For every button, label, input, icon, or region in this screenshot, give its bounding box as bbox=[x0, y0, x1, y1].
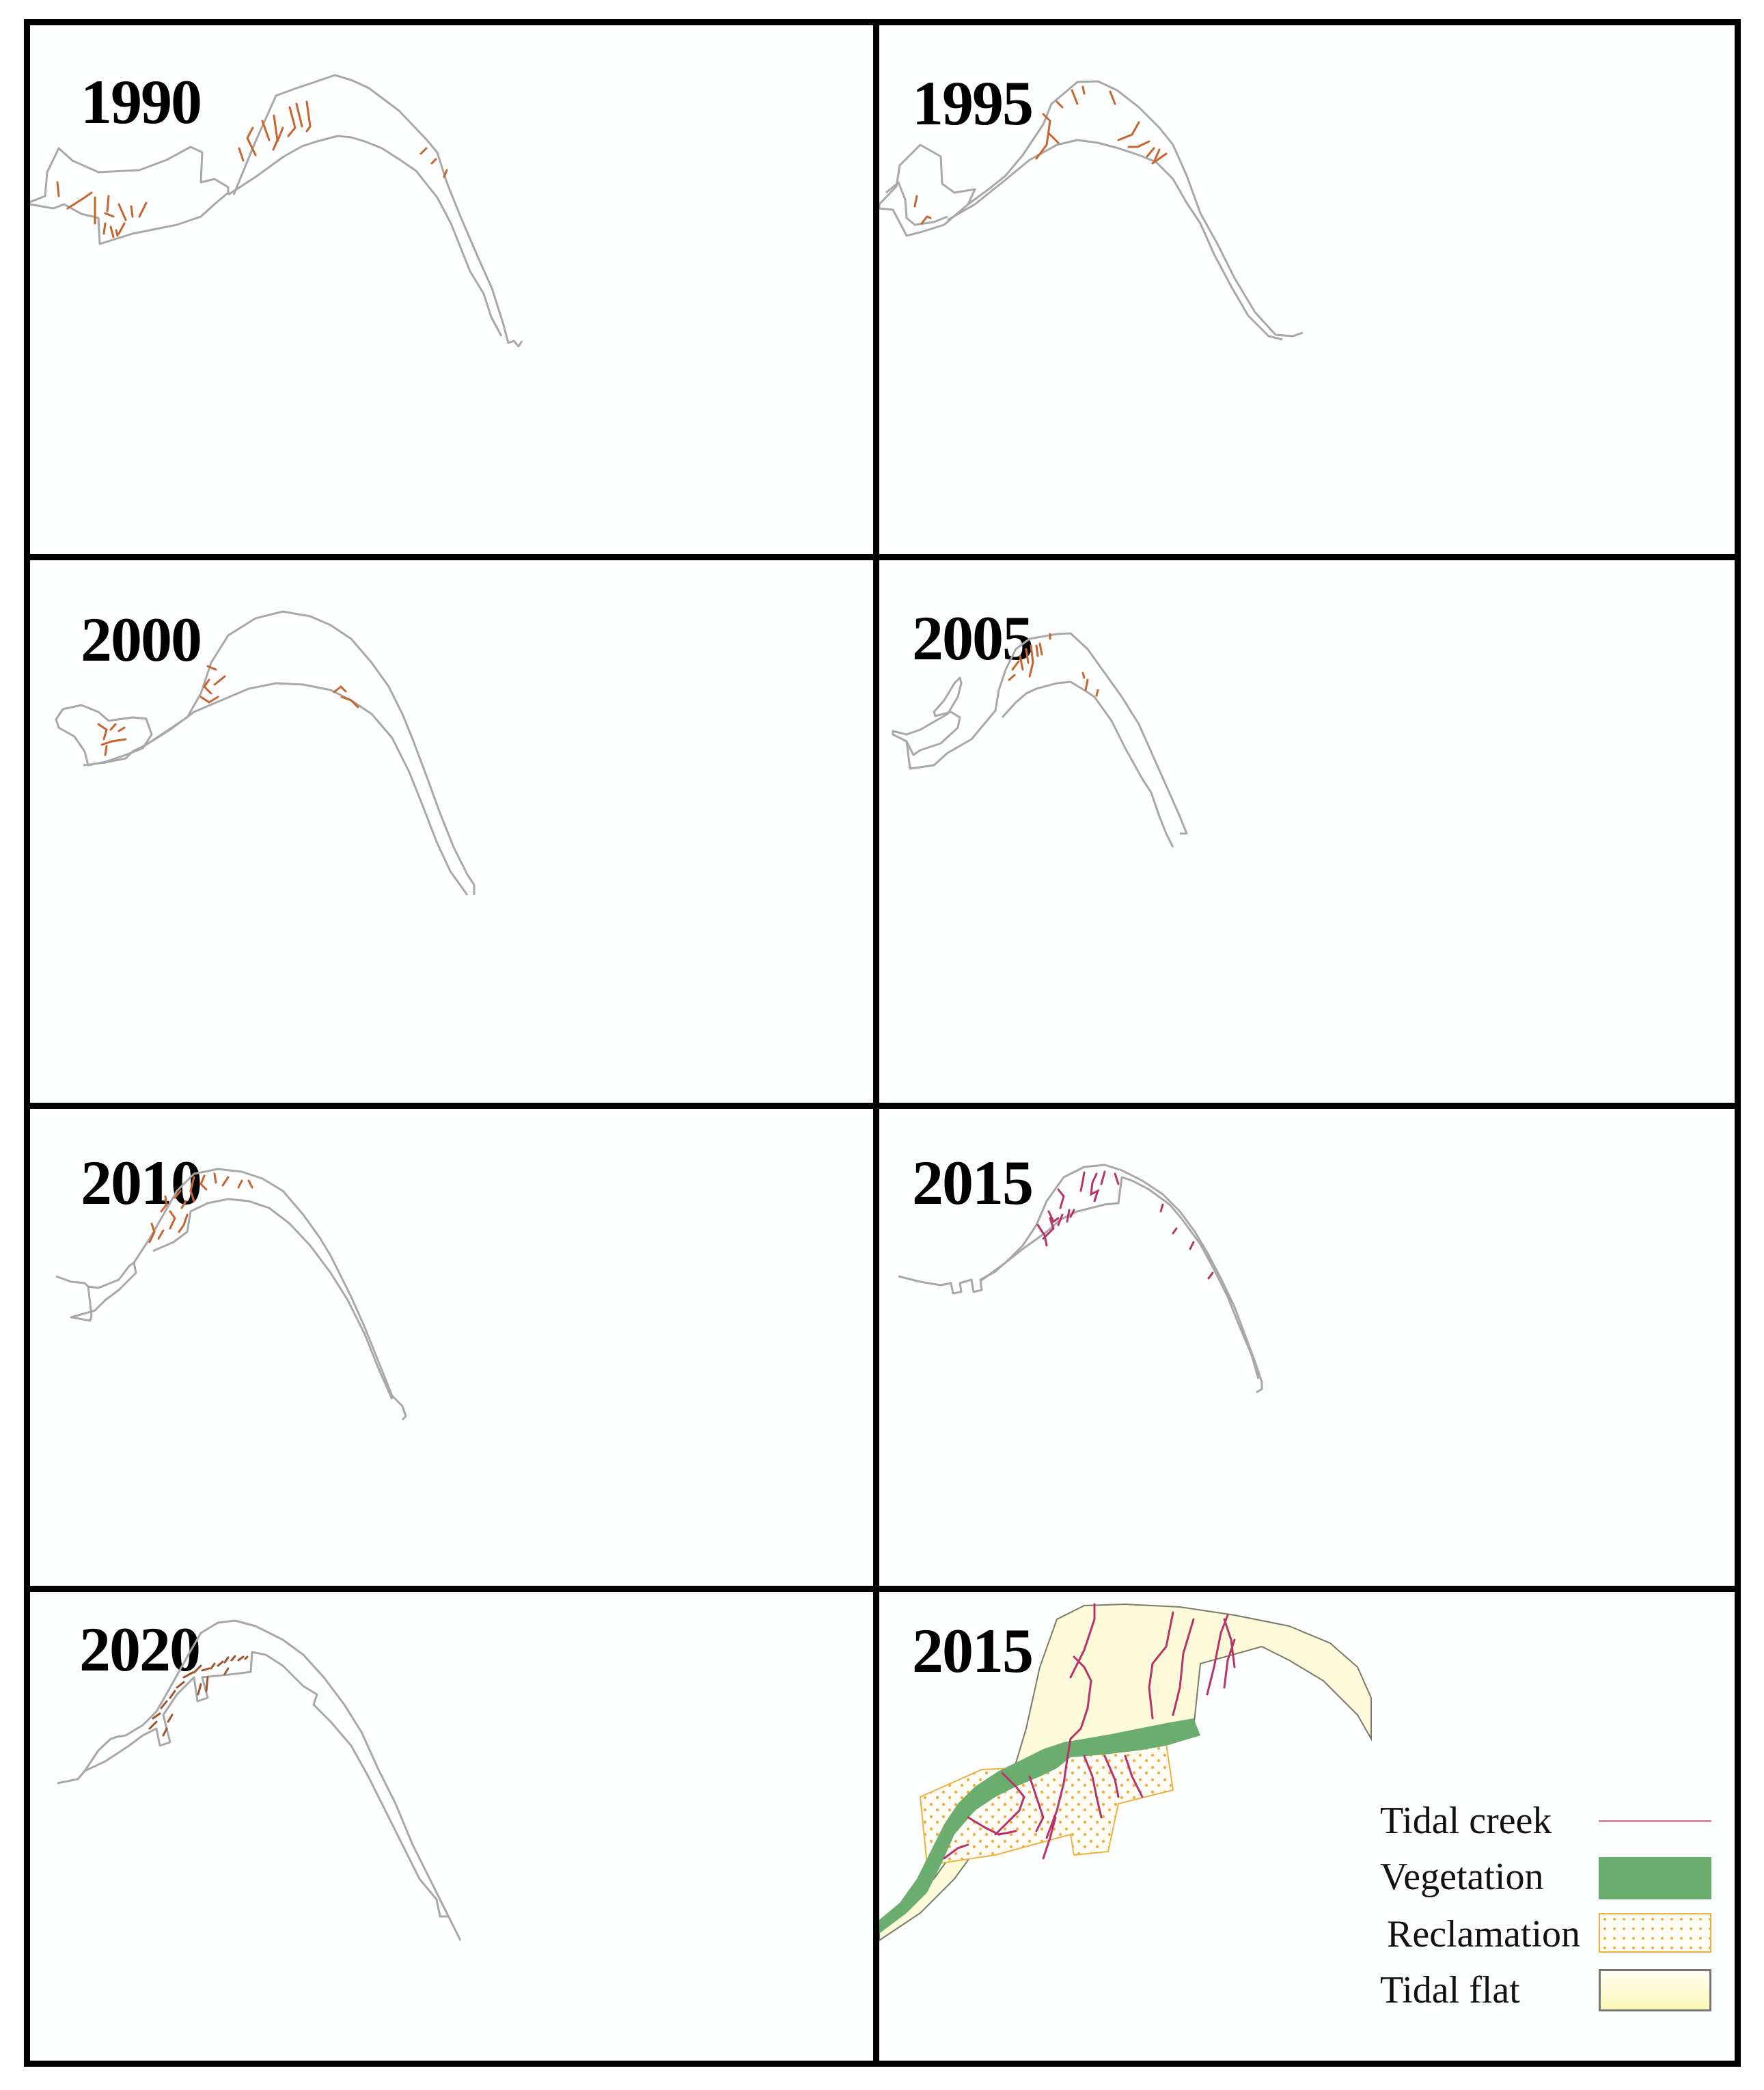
land-cover-map bbox=[879, 1603, 1372, 1942]
map-panel-2015: 2015 bbox=[879, 1109, 1735, 1586]
tidal-flat-map bbox=[879, 80, 1304, 341]
map-panel-2015-detail: 2015 bbox=[879, 1592, 1735, 2061]
legend-item-reclamation: Reclamation bbox=[1380, 1910, 1735, 1958]
tidal-flat-map bbox=[892, 632, 1188, 848]
map-panel-2020: 2020 bbox=[30, 1592, 873, 2061]
panel-year-label: 1995 bbox=[912, 68, 1034, 138]
tidal-flat-map bbox=[898, 1164, 1263, 1394]
figure-frame bbox=[24, 19, 1741, 2067]
tidal-flat-map bbox=[55, 610, 476, 896]
panel-year-label: 2015 bbox=[912, 1148, 1034, 1218]
legend-label: Vegetation bbox=[1380, 1856, 1544, 1898]
row-divider-1 bbox=[24, 554, 1741, 560]
legend-item-tidal-flat: Tidal flat bbox=[1380, 1966, 1735, 2014]
panel-year-label: 1990 bbox=[81, 67, 202, 137]
tidal-creek-lines bbox=[943, 1603, 1236, 1860]
map-panel-1990: 1990 bbox=[30, 25, 873, 554]
map-panel-2005: 2005 bbox=[879, 560, 1735, 1103]
panel-year-label: 2010 bbox=[81, 1148, 202, 1218]
legend-label: Reclamation bbox=[1387, 1913, 1581, 1955]
legend-item-tidal-creek: Tidal creek bbox=[1380, 1797, 1735, 1845]
tidal-flat-map bbox=[57, 1619, 462, 1941]
panel-year-label: 2000 bbox=[81, 605, 202, 674]
row-divider-3 bbox=[24, 1586, 1741, 1592]
map-panel-1995: 1995 bbox=[879, 25, 1735, 554]
map-panel-2000: 2000 bbox=[30, 560, 873, 1103]
tidal-flat-map bbox=[30, 74, 523, 348]
legend-label: Tidal creek bbox=[1380, 1800, 1552, 1842]
tidal-flat-map bbox=[55, 1168, 407, 1421]
vegetation-fill-swatch bbox=[1599, 1857, 1711, 1899]
reclamation-dotted-swatch bbox=[1599, 1913, 1711, 1953]
tidal-flat-fill-swatch bbox=[1599, 1969, 1711, 2011]
legend-label: Tidal flat bbox=[1380, 1969, 1520, 2011]
map-panel-2010: 2010 bbox=[30, 1109, 873, 1586]
row-divider-2 bbox=[24, 1103, 1741, 1109]
column-divider bbox=[873, 19, 879, 2067]
tidal-creek-line-swatch bbox=[1599, 1820, 1711, 1822]
legend-item-vegetation: Vegetation bbox=[1380, 1853, 1735, 1901]
panel-year-label: 2015 bbox=[912, 1616, 1034, 1686]
vegetation-band bbox=[879, 1718, 1200, 1934]
panel-year-label: 2005 bbox=[912, 603, 1034, 673]
tidal-flat-outline bbox=[30, 146, 230, 245]
